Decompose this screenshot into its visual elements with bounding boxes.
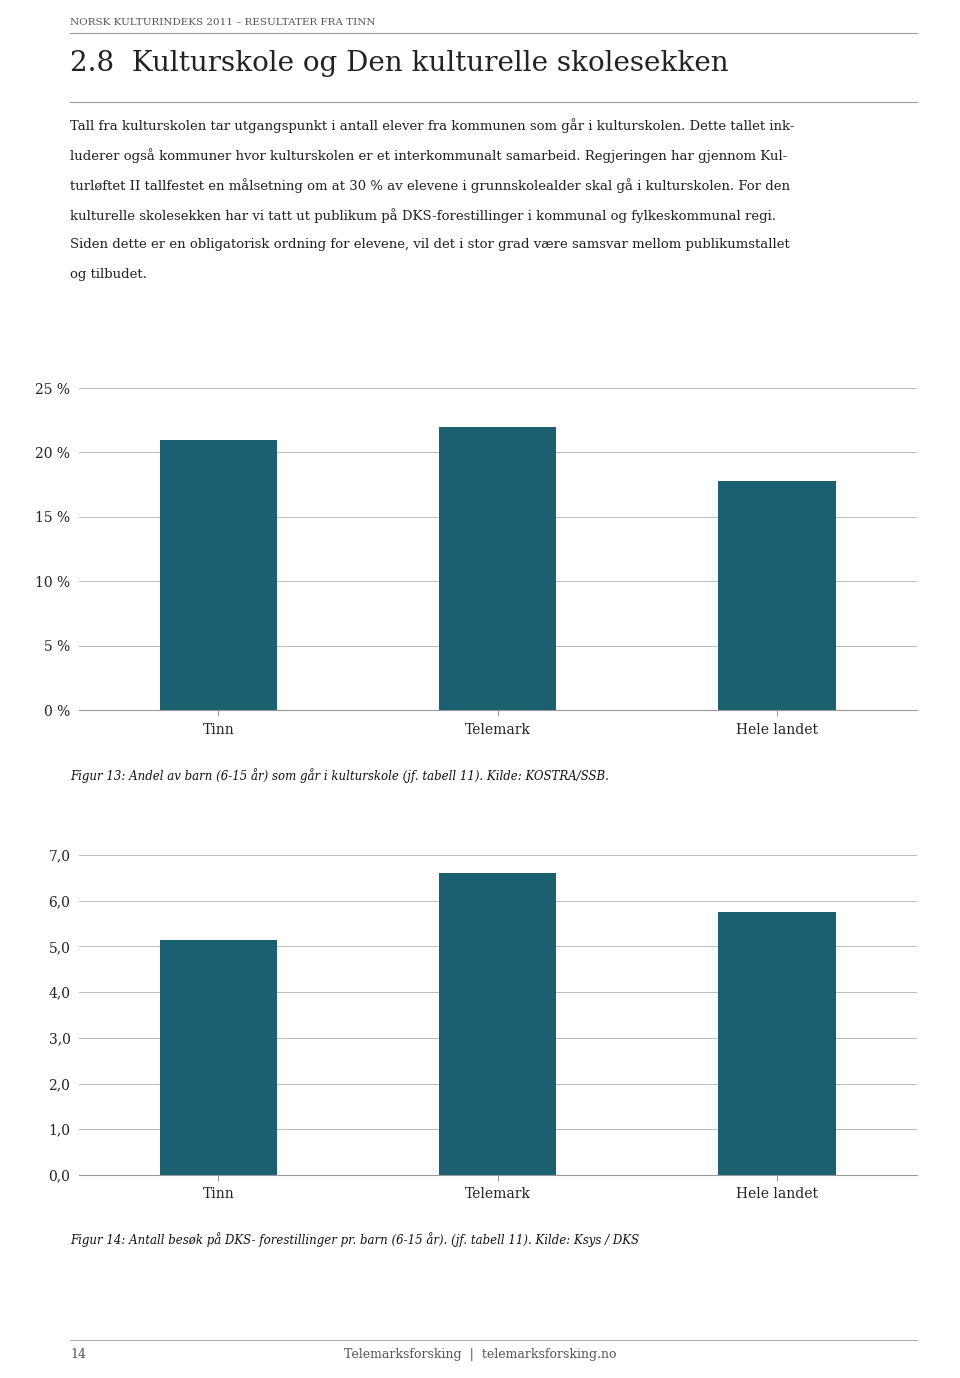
Text: Figur 13: Andel av barn (6-15 år) som går i kulturskole (jf. tabell 11). Kilde: : Figur 13: Andel av barn (6-15 år) som gå… [70,768,609,783]
Text: Telemarksforsking  |  telemarksforsking.no: Telemarksforsking | telemarksforsking.no [344,1348,616,1361]
Text: 14: 14 [70,1348,86,1361]
Text: og tilbudet.: og tilbudet. [70,267,147,281]
Bar [439,874,557,1175]
Text: luderer også kommuner hvor kulturskolen er et interkommunalt samarbeid. Regjerin: luderer også kommuner hvor kulturskolen … [70,147,787,163]
Bar [439,427,557,710]
Bar [718,481,836,710]
Text: Tall fra kulturskolen tar utgangspunkt i antall elever fra kommunen som går i ku: Tall fra kulturskolen tar utgangspunkt i… [70,119,795,132]
Bar [159,940,277,1175]
Bar [718,912,836,1175]
Text: Figur 14: Antall besøk på DKS- forestillinger pr. barn (6-15 år). (jf. tabell 11: Figur 14: Antall besøk på DKS- forestill… [70,1232,639,1247]
Text: kulturelle skolesekken har vi tatt ut publikum på DKS-forestillinger i kommunal : kulturelle skolesekken har vi tatt ut pu… [70,208,776,223]
Text: turløftet II tallfestet en målsetning om at 30 % av elevene i grunnskolealder sk: turløftet II tallfestet en målsetning om… [70,178,790,193]
Text: 2.8  Kulturskole og Den kulturelle skolesekken: 2.8 Kulturskole og Den kulturelle skoles… [70,50,729,77]
Bar [159,440,277,710]
Text: NORSK KULTURINDEKS 2011 – RESULTATER FRA TINN: NORSK KULTURINDEKS 2011 – RESULTATER FRA… [70,18,375,28]
Text: Siden dette er en obligatorisk ordning for elevene, vil det i stor grad være sam: Siden dette er en obligatorisk ordning f… [70,238,790,251]
